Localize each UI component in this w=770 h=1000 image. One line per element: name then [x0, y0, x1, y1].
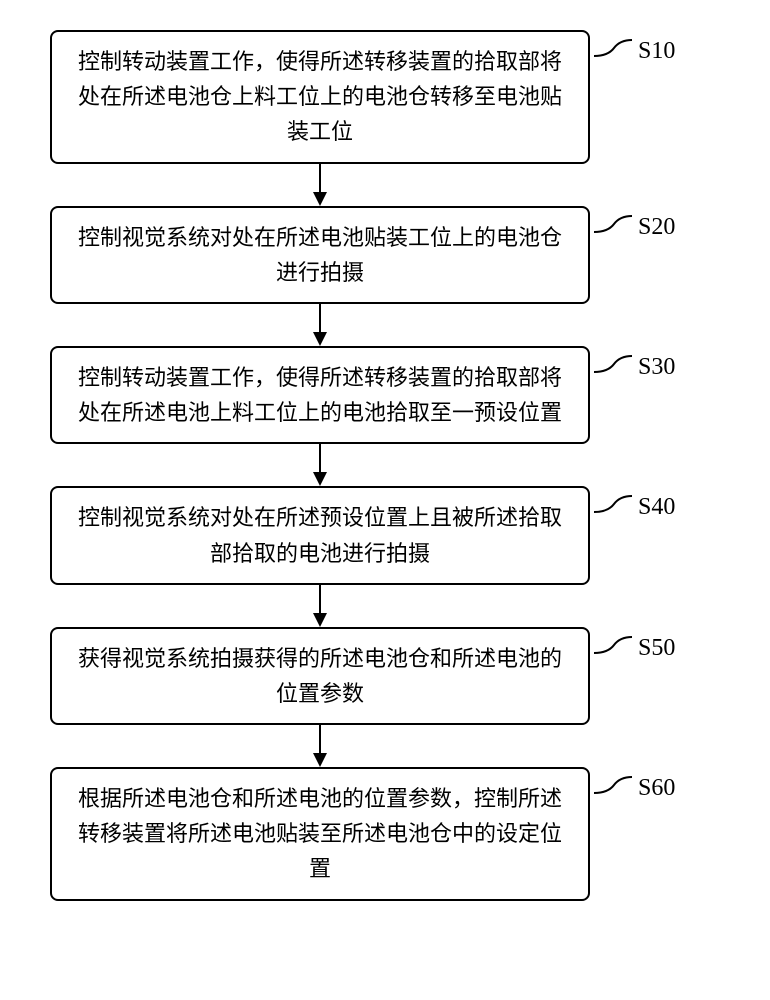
step-label: S20 [638, 214, 675, 241]
arrow-down-icon [308, 444, 332, 486]
label-connector: S20 [594, 214, 675, 242]
label-connector: S50 [594, 635, 675, 663]
step-text: 根据所述电池仓和所述电池的位置参数，控制所述转移装置将所述电池贴装至所述电池仓中… [70, 781, 570, 887]
step-box: 获得视觉系统拍摄获得的所述电池仓和所述电池的位置参数 [50, 627, 590, 725]
step-text: 控制视觉系统对处在所述电池贴装工位上的电池仓进行拍摄 [70, 220, 570, 290]
curve-icon [594, 635, 632, 663]
arrow-down-icon [308, 304, 332, 346]
label-connector: S10 [594, 38, 675, 66]
step-s60: 根据所述电池仓和所述电池的位置参数，控制所述转移装置将所述电池贴装至所述电池仓中… [50, 767, 720, 901]
step-box: 控制视觉系统对处在所述预设位置上且被所述拾取部拾取的电池进行拍摄 [50, 486, 590, 584]
step-text: 控制转动装置工作，使得所述转移装置的拾取部将处在所述电池仓上料工位上的电池仓转移… [70, 44, 570, 150]
curve-icon [594, 494, 632, 522]
curve-icon [594, 38, 632, 66]
step-label: S50 [638, 635, 675, 662]
step-label: S60 [638, 775, 675, 802]
step-s50: 获得视觉系统拍摄获得的所述电池仓和所述电池的位置参数 S50 [50, 627, 720, 725]
step-s20: 控制视觉系统对处在所述电池贴装工位上的电池仓进行拍摄 S20 [50, 206, 720, 304]
label-connector: S40 [594, 494, 675, 522]
step-text: 获得视觉系统拍摄获得的所述电池仓和所述电池的位置参数 [70, 641, 570, 711]
arrow-down-icon [308, 725, 332, 767]
flowchart-container: 控制转动装置工作，使得所述转移装置的拾取部将处在所述电池仓上料工位上的电池仓转移… [50, 30, 720, 901]
arrow-down-icon [308, 585, 332, 627]
step-label: S10 [638, 38, 675, 65]
step-box: 根据所述电池仓和所述电池的位置参数，控制所述转移装置将所述电池贴装至所述电池仓中… [50, 767, 590, 901]
arrow-down [50, 444, 590, 486]
arrow-down-icon [308, 164, 332, 206]
step-s10: 控制转动装置工作，使得所述转移装置的拾取部将处在所述电池仓上料工位上的电池仓转移… [50, 30, 720, 164]
step-text: 控制转动装置工作，使得所述转移装置的拾取部将处在所述电池上料工位上的电池拾取至一… [70, 360, 570, 430]
curve-icon [594, 214, 632, 242]
step-label: S40 [638, 494, 675, 521]
step-s30: 控制转动装置工作，使得所述转移装置的拾取部将处在所述电池上料工位上的电池拾取至一… [50, 346, 720, 444]
arrow-down [50, 725, 590, 767]
arrow-down [50, 304, 590, 346]
step-box: 控制视觉系统对处在所述电池贴装工位上的电池仓进行拍摄 [50, 206, 590, 304]
label-connector: S30 [594, 354, 675, 382]
step-text: 控制视觉系统对处在所述预设位置上且被所述拾取部拾取的电池进行拍摄 [70, 500, 570, 570]
arrow-down [50, 164, 590, 206]
step-box: 控制转动装置工作，使得所述转移装置的拾取部将处在所述电池仓上料工位上的电池仓转移… [50, 30, 590, 164]
step-label: S30 [638, 354, 675, 381]
curve-icon [594, 775, 632, 803]
label-connector: S60 [594, 775, 675, 803]
arrow-down [50, 585, 590, 627]
step-box: 控制转动装置工作，使得所述转移装置的拾取部将处在所述电池上料工位上的电池拾取至一… [50, 346, 590, 444]
curve-icon [594, 354, 632, 382]
step-s40: 控制视觉系统对处在所述预设位置上且被所述拾取部拾取的电池进行拍摄 S40 [50, 486, 720, 584]
